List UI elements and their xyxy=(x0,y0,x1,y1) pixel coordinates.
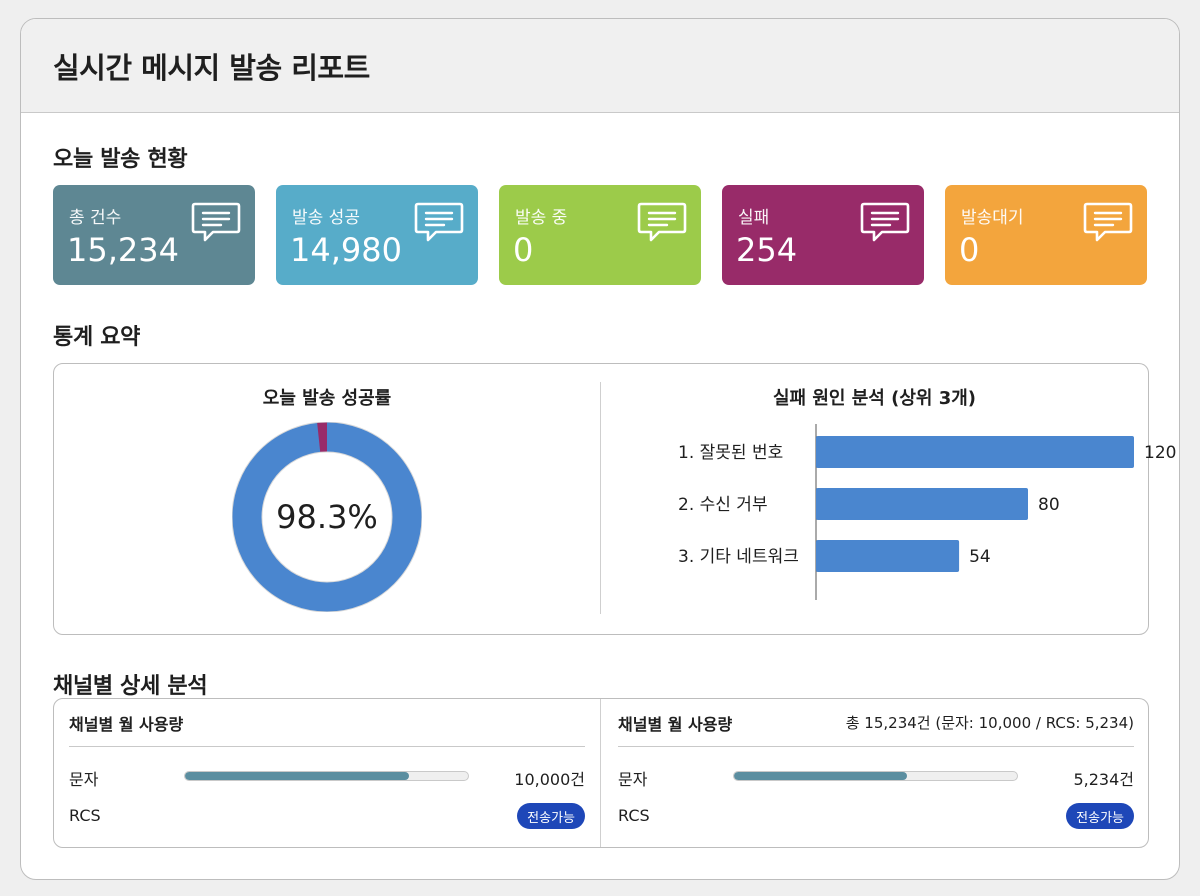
stats-panel: 오늘 발송 성공률 98.3% 실패 원인 분석 (상위 3개) 1. 잘못된 … xyxy=(53,363,1176,635)
bar-value-label: 80 xyxy=(1038,495,1060,515)
panel-divider xyxy=(600,382,601,614)
card-value: 0 xyxy=(513,231,534,269)
send-available-badge[interactable]: 전송가능 xyxy=(517,803,585,829)
card-pending[interactable]: 발송대기 0 xyxy=(945,185,1147,285)
channel-column-right: 채널별 월 사용량 총 15,234건 (문자: 10,000 / RCS: 5… xyxy=(618,699,1134,847)
bar-category-label: 2. 수신 거부 xyxy=(678,495,768,515)
usage-bar-fill xyxy=(734,772,907,780)
card-label: 발송 성공 xyxy=(292,208,360,228)
channel-row-rcs-left: RCS 전송가능 xyxy=(69,803,585,829)
channel-row-sms-left: 문자 10,000건 xyxy=(69,763,585,789)
channel-row-sms-right: 문자 5,234건 xyxy=(618,763,1134,789)
channel-detail-panel: 채널별 월 사용량 문자 10,000건 RCS 전송가능 채널별 월 사용 xyxy=(53,698,1149,848)
message-icon xyxy=(191,202,241,242)
stats-section-title: 통계 요약 xyxy=(53,325,141,350)
status-cards: 총 건수 15,234 발송 성공 14,980 발송 중 0 실패 254 발송대기 0 xyxy=(53,185,1149,285)
card-success[interactable]: 발송 성공 14,980 xyxy=(276,185,478,285)
bar-value-label: 54 xyxy=(969,547,991,567)
detail-divider xyxy=(600,699,601,847)
channel-name: 문자 xyxy=(69,770,99,789)
channels-section-title: 채널별 상세 분석 xyxy=(53,674,208,699)
card-label: 실패 xyxy=(738,208,770,228)
channel-amount: 5,234건 xyxy=(1073,770,1134,789)
channel-amount: 10,000건 xyxy=(514,770,585,789)
message-icon xyxy=(637,202,687,242)
channel-heading-right: 채널별 월 사용량 xyxy=(618,714,733,734)
success-rate-donut: 98.3% xyxy=(231,421,423,613)
channel-name: RCS xyxy=(69,806,101,825)
bar-chart-svg: 1. 잘못된 번호 120 2. 수신 거부 80 3. 기타 네트워크 54 xyxy=(678,424,1176,600)
bar-category-label: 3. 기타 네트워크 xyxy=(678,547,799,567)
page-title: 실시간 메시지 발송 리포트 xyxy=(53,50,370,85)
channel-summary: 총 15,234건 (문자: 10,000 / RCS: 5,234) xyxy=(845,714,1134,732)
message-icon xyxy=(414,202,464,242)
bar-3 xyxy=(816,540,960,572)
title-bar: 실시간 메시지 발송 리포트 xyxy=(21,19,1179,113)
usage-bar-fill xyxy=(185,772,409,780)
channel-column-left: 채널별 월 사용량 문자 10,000건 RCS 전송가능 xyxy=(69,699,585,847)
donut-title: 오늘 발송 성공률 xyxy=(262,388,392,409)
card-label: 총 건수 xyxy=(69,208,122,228)
card-value: 0 xyxy=(959,231,980,269)
donut-center-label: 98.3% xyxy=(276,498,378,536)
usage-bar-track xyxy=(184,771,469,781)
channel-name: 문자 xyxy=(618,770,648,789)
bar-2 xyxy=(816,488,1028,520)
usage-bar-track xyxy=(733,771,1018,781)
donut-success-segment xyxy=(232,422,422,612)
today-section-title: 오늘 발송 현황 xyxy=(53,147,188,172)
bar-1 xyxy=(816,436,1134,468)
card-value: 14,980 xyxy=(290,231,402,269)
bar-chart-title: 실패 원인 분석 (상위 3개) xyxy=(772,388,977,409)
bar-value-label: 120 xyxy=(1144,443,1176,463)
card-label: 발송대기 xyxy=(961,208,1024,228)
card-sending[interactable]: 발송 중 0 xyxy=(499,185,701,285)
report-window: 실시간 메시지 발송 리포트 오늘 발송 현황 총 건수 15,234 발송 성공… xyxy=(20,18,1180,880)
card-label: 발송 중 xyxy=(515,208,568,228)
failure-cause-chart: 1. 잘못된 번호 120 2. 수신 거부 80 3. 기타 네트워크 54 xyxy=(620,424,1176,614)
channel-name: RCS xyxy=(618,806,650,825)
report-content: 오늘 발송 현황 총 건수 15,234 발송 성공 14,980 발송 중 0 실패… xyxy=(21,113,1179,879)
card-value: 254 xyxy=(736,231,798,269)
send-available-badge[interactable]: 전송가능 xyxy=(1066,803,1134,829)
message-icon xyxy=(860,202,910,242)
card-value: 15,234 xyxy=(67,231,179,269)
channel-heading-left: 채널별 월 사용량 xyxy=(69,714,184,734)
bar-category-label: 1. 잘못된 번호 xyxy=(678,443,783,463)
message-icon xyxy=(1083,202,1133,242)
card-failed[interactable]: 실패 254 xyxy=(722,185,924,285)
channel-row-rcs-right: RCS 전송가능 xyxy=(618,803,1134,829)
card-total[interactable]: 총 건수 15,234 xyxy=(53,185,255,285)
